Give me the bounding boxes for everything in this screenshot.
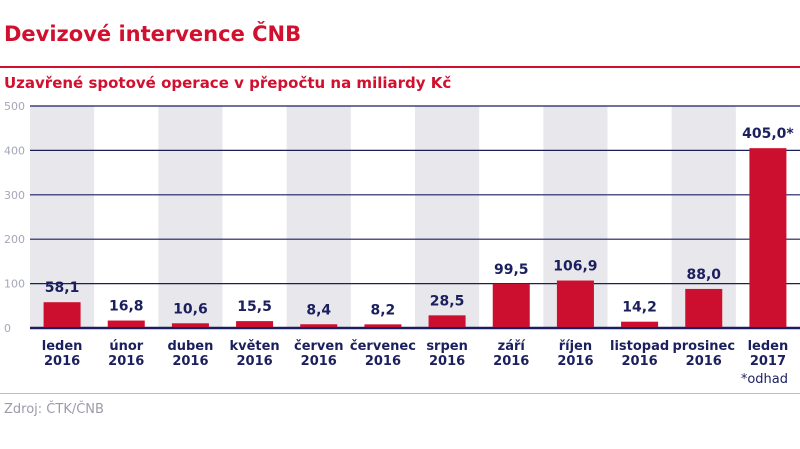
column-band [158, 106, 223, 328]
data-label: 15,5 [237, 299, 272, 315]
x-tick-label-month: únor [109, 339, 143, 354]
bar [43, 302, 81, 327]
x-tick-label-month: srpen [426, 339, 468, 354]
y-tick-label: 0 [4, 322, 11, 335]
y-tick-label: 200 [4, 233, 25, 246]
x-tick-label-year: 2017 [750, 354, 786, 369]
x-tick-label-year: 2016 [365, 354, 401, 369]
x-tick-label-year: 2016 [686, 354, 722, 369]
y-tick-label: 300 [4, 189, 25, 202]
y-tick-label: 400 [4, 144, 25, 157]
y-tick-label: 100 [4, 278, 25, 291]
data-label: 16,8 [109, 299, 144, 315]
bar [171, 323, 209, 327]
y-tick-label: 500 [4, 100, 25, 113]
x-tick-label-month: prosinec [672, 339, 735, 354]
bar [621, 321, 659, 327]
footer-divider [0, 393, 800, 394]
bar [107, 320, 145, 327]
estimate-note: *odhad [740, 372, 788, 387]
bar [300, 324, 338, 327]
x-tick-label-year: 2016 [429, 354, 465, 369]
x-tick-label-month: leden [748, 339, 789, 354]
bar [556, 280, 594, 327]
x-tick-label-year: 2016 [236, 354, 272, 369]
data-label: 8,2 [371, 302, 396, 318]
bar [428, 315, 466, 327]
x-tick-label-month: duben [167, 339, 213, 354]
column-band [415, 106, 480, 328]
x-tick-label-month: listopad [610, 339, 669, 354]
x-tick-label-year: 2016 [621, 354, 657, 369]
x-tick-label-year: 2016 [493, 354, 529, 369]
chart-subtitle: Uzavřené spotové operace v přepočtu na m… [4, 74, 452, 92]
data-label: 88,0 [686, 267, 721, 283]
data-label: 8,4 [306, 302, 331, 318]
x-tick-label-year: 2016 [44, 354, 80, 369]
data-label: 99,5 [494, 262, 529, 278]
x-tick-label-month: září [498, 339, 527, 354]
x-tick-label-year: 2016 [301, 354, 337, 369]
bar [492, 283, 530, 327]
title-divider [0, 66, 800, 68]
chart-title: Devizové intervence ČNB [4, 22, 302, 46]
data-label: 14,2 [622, 300, 657, 316]
source-text: Zdroj: ČTK/ČNB [4, 402, 104, 417]
bar [236, 321, 274, 327]
bar [364, 324, 402, 327]
x-tick-label-year: 2016 [108, 354, 144, 369]
column-band [30, 106, 95, 328]
x-tick-label-year: 2016 [172, 354, 208, 369]
x-tick-label-year: 2016 [557, 354, 593, 369]
x-tick-label-month: leden [42, 339, 83, 354]
data-label: 106,9 [553, 259, 597, 275]
data-label: 405,0* [742, 126, 794, 142]
bar [749, 148, 787, 327]
x-tick-label-month: červenec [350, 339, 416, 354]
column-band [286, 106, 351, 328]
bar [685, 288, 723, 327]
data-label: 58,1 [45, 280, 80, 296]
x-tick-label-month: květen [229, 339, 279, 354]
data-label: 10,6 [173, 301, 208, 317]
data-label: 28,5 [430, 293, 465, 309]
x-tick-label-month: červen [294, 339, 343, 354]
x-tick-label-month: říjen [559, 339, 592, 354]
